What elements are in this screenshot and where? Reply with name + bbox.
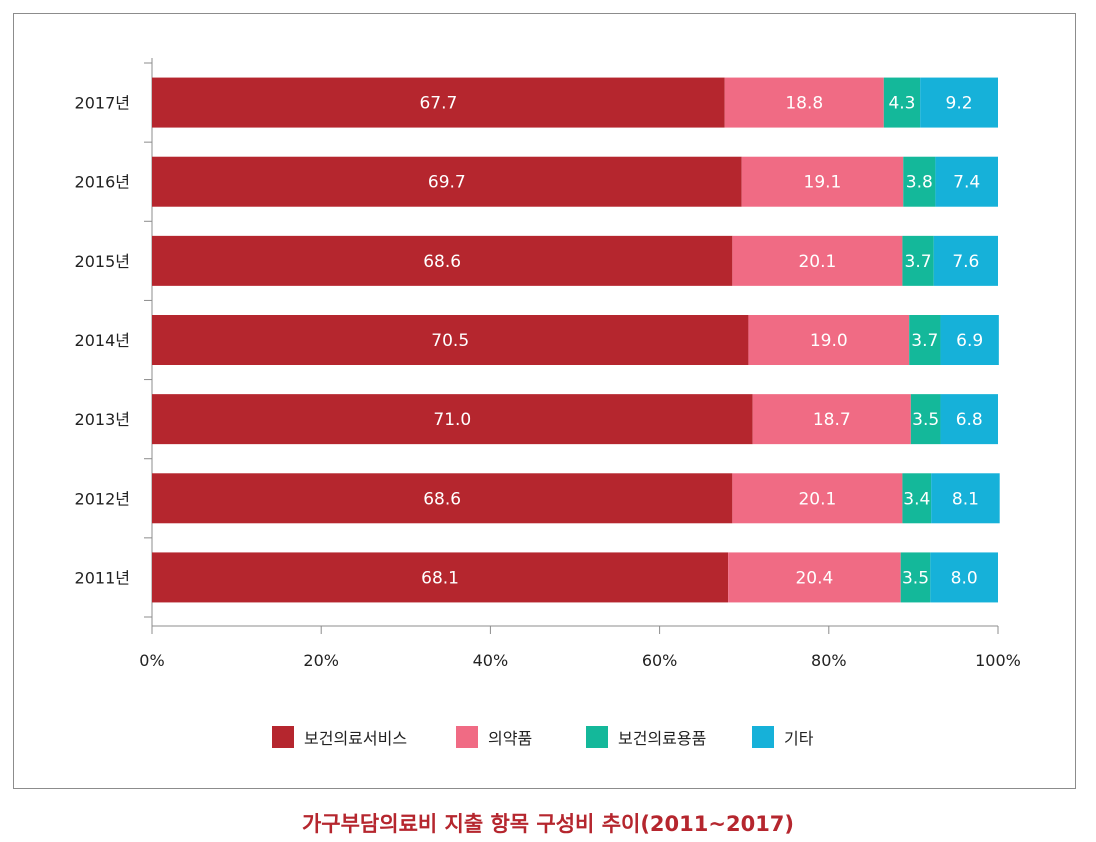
y-tick-label: 2013년 [75, 410, 130, 429]
bar-segment [940, 394, 998, 445]
bar-segment [920, 77, 998, 128]
x-tick-label: 40% [473, 651, 509, 670]
data-label: 8.1 [952, 489, 979, 509]
bar-segment [931, 473, 1000, 524]
bar-segment [935, 156, 998, 207]
data-label: 7.4 [953, 173, 980, 193]
data-label: 7.6 [952, 252, 979, 272]
bar-segment [930, 552, 998, 603]
data-label: 3.7 [905, 252, 932, 272]
bar-segment [900, 552, 931, 603]
x-tick-label: 80% [811, 651, 847, 670]
bar-segment [152, 77, 725, 128]
data-label: 3.5 [912, 410, 939, 430]
data-label: 69.7 [428, 173, 466, 193]
data-label: 6.9 [956, 331, 983, 351]
legend-swatch [272, 726, 294, 748]
legend-label: 기타 [784, 729, 814, 748]
bar-segment [909, 315, 941, 365]
bar-segment [724, 77, 884, 128]
data-label: 3.7 [911, 331, 938, 351]
bar-segment [732, 473, 903, 524]
data-label: 8.0 [951, 568, 978, 588]
legend-swatch [456, 726, 478, 748]
x-tick-label: 60% [642, 651, 678, 670]
data-label: 3.5 [902, 568, 929, 588]
y-tick-label: 2012년 [75, 489, 130, 508]
legend-item-health-services: 보건의료서비스 [272, 724, 407, 750]
legend-item-other: 기타 [752, 724, 813, 750]
data-label: 68.1 [421, 568, 459, 588]
bar-segment [902, 235, 934, 286]
bar-segment [903, 156, 936, 207]
data-label: 6.8 [956, 410, 983, 430]
chart-bars [152, 77, 1000, 603]
legend-item-medical-supplies: 보건의료용품 [586, 724, 706, 750]
bar-segment [152, 473, 733, 524]
bar-segment [728, 552, 901, 603]
chart-axes: 0% 20% 40% 60% 80% 100% 2017년 2016년 2015년 2014년 20… [75, 58, 1021, 670]
data-label: 4.3 [888, 94, 915, 114]
data-label: 20.1 [798, 252, 836, 272]
chart-legend: 보건의료서비스 의약품 보건의료용품 기타 [0, 724, 1096, 750]
bar-segment [152, 235, 733, 286]
legend-swatch [586, 726, 608, 748]
bar-segment [748, 315, 910, 365]
legend-label: 보건의료서비스 [304, 729, 408, 748]
legend-swatch [752, 726, 774, 748]
data-label: 67.7 [419, 94, 457, 114]
bar-segment [732, 235, 903, 286]
data-label: 68.6 [423, 252, 461, 272]
bar-segment [152, 552, 729, 603]
data-label: 18.8 [785, 94, 823, 114]
legend-label: 의약품 [488, 729, 533, 748]
y-tick-label: 2017년 [75, 94, 130, 113]
data-label: 71.0 [433, 410, 471, 430]
chart-labels: 67.7 18.8 4.3 9.2 69.7 19.1 3.8 7.4 68.6 20.1 3.7 7… [419, 94, 983, 589]
bar-segment [752, 394, 911, 445]
bar-segment [741, 156, 904, 207]
data-label: 3.8 [906, 173, 933, 193]
bar-segment [933, 235, 998, 286]
x-tick-label: 0% [139, 651, 164, 670]
y-tick-label: 2015년 [75, 252, 130, 271]
data-label: 9.2 [946, 94, 973, 114]
data-label: 70.5 [431, 331, 469, 351]
legend-label: 보건의료용품 [618, 729, 707, 748]
data-label: 20.1 [798, 489, 836, 509]
chart-caption: 가구부담의료비 지출 항목 구성비 추이(2011~2017) [301, 812, 795, 836]
bar-segment [910, 394, 941, 445]
chart-frame [13, 13, 1076, 789]
y-tick-label: 2016년 [75, 173, 130, 192]
bar-segment [940, 315, 999, 365]
bar-segment [152, 394, 753, 445]
y-tick-label: 2014년 [75, 331, 130, 350]
data-label: 19.1 [804, 173, 842, 193]
data-label: 20.4 [795, 568, 833, 588]
data-label: 3.4 [903, 489, 930, 509]
data-label: 18.7 [813, 410, 851, 430]
bar-segment [152, 156, 742, 207]
y-tick-label: 2011년 [75, 568, 130, 587]
x-tick-label: 100% [975, 651, 1021, 670]
bar-segment [152, 315, 749, 365]
legend-item-medicine: 의약품 [456, 724, 532, 750]
x-tick-label: 20% [303, 651, 339, 670]
bar-segment [883, 77, 921, 128]
bar-segment [902, 473, 932, 524]
data-label: 19.0 [810, 331, 848, 351]
data-label: 68.6 [423, 489, 461, 509]
